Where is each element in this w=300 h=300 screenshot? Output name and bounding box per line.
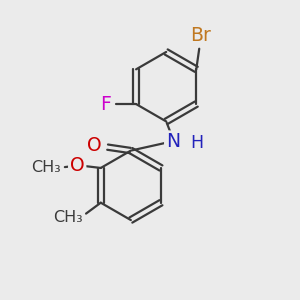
Text: F: F [100,94,111,114]
Text: O: O [70,156,85,175]
Text: CH₃: CH₃ [32,160,61,175]
Text: Br: Br [190,26,211,45]
Text: H: H [190,134,203,152]
Text: O: O [87,136,102,155]
Text: CH₃: CH₃ [53,210,82,225]
Text: N: N [166,132,180,151]
